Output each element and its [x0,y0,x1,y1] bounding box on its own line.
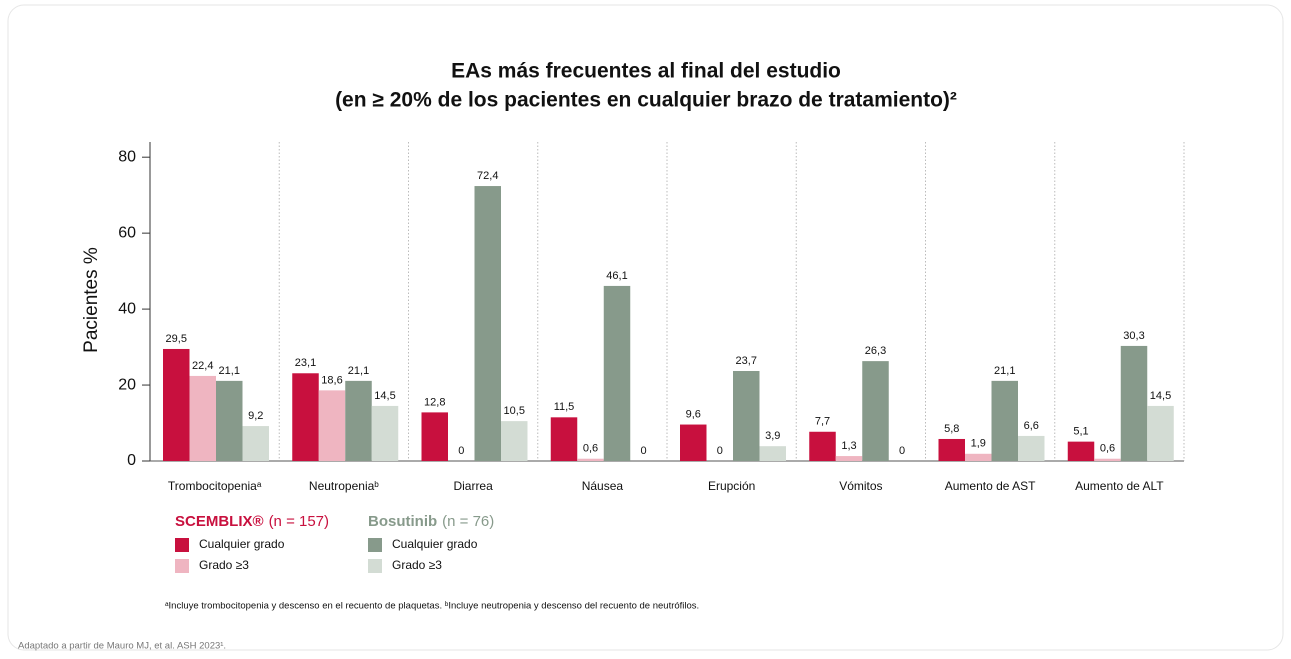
bar [991,380,1018,461]
x-tick-label: Náusea [582,479,624,493]
bar [938,438,965,461]
x-tick-label: Aumento de ALT [1075,479,1164,493]
value-label: 21,1 [219,365,240,377]
bar [501,421,528,461]
bar [1120,345,1148,461]
value-label: 1,3 [841,440,856,452]
bar [242,426,269,461]
legend-label: Cualquier grado [199,537,285,551]
legend-swatch [368,538,382,552]
value-label: 5,8 [944,423,959,435]
value-label: 23,7 [736,355,757,367]
bar [1018,435,1045,461]
value-label: 3,9 [765,430,780,442]
bar [189,375,216,461]
bar [216,380,243,461]
legend-label: Grado ≥3 [199,558,249,572]
legend-group: Bosutinib [368,513,437,530]
value-label: 5,1 [1073,426,1088,438]
value-label: 21,1 [994,365,1015,377]
y-axis-label: Pacientes % [81,247,102,353]
value-label: 10,5 [504,405,525,417]
source: Adaptado a partir de Mauro MJ, et al. AS… [18,641,226,652]
bar [163,348,190,461]
value-label: 6,6 [1024,420,1039,432]
bar [421,412,448,461]
legend-label: Grado ≥3 [392,558,442,572]
value-label: 0,6 [583,443,598,455]
bar [371,405,399,461]
value-label: 0 [717,445,723,457]
bar [733,370,760,461]
chart-subtitle: (en ≥ 20% de los pacientes en cualquier … [335,89,957,112]
value-label: 21,1 [348,365,369,377]
bar [474,186,501,462]
value-label: 7,7 [815,416,830,428]
x-tick-label: Neutropeniaᵇ [309,479,379,493]
y-tick-label: 40 [118,300,136,317]
value-label: 1,9 [971,438,986,450]
legend-swatch [175,559,189,573]
bar [292,373,319,461]
bar [809,431,836,461]
value-label: 22,4 [192,360,213,372]
value-label: 23,1 [295,357,316,369]
chart-title: EAs más frecuentes al final del estudio [451,60,841,83]
x-tick-label: Vómitos [839,479,882,493]
value-label: 14,5 [1150,390,1171,402]
legend-group: SCEMBLIX® [175,513,264,530]
bar [759,446,786,461]
value-label: 30,3 [1123,330,1144,342]
value-label: 9,2 [248,410,263,422]
value-label: 0 [640,445,646,457]
x-tick-label: Diarrea [453,479,493,493]
value-label: 12,8 [424,396,445,408]
footnote: ᵃIncluye trombocitopenia y descenso en e… [165,601,699,612]
bar [318,390,346,461]
x-tick-label: Trombocitopeniaᵃ [168,479,262,493]
bar [577,458,604,461]
y-tick-label: 0 [127,452,136,469]
value-label: 72,4 [477,170,498,182]
legend-label: Cualquier grado [392,537,478,551]
value-label: 11,5 [554,401,575,413]
legend-group-n: (n = 157) [269,513,329,530]
x-tick-label: Erupción [708,479,755,493]
legend-group-n: (n = 76) [442,513,494,530]
bar [345,380,372,461]
value-label: 46,1 [606,270,627,282]
bar [1147,405,1174,461]
bar [1094,458,1121,461]
bar [680,424,707,461]
value-label: 18,6 [321,374,342,386]
legend-swatch [368,559,382,573]
bar [550,417,578,461]
y-tick-label: 20 [118,376,136,393]
value-label: 9,6 [686,408,701,420]
value-label: 29,5 [166,333,187,345]
value-label: 14,5 [374,390,395,402]
bar [965,453,992,461]
y-tick-label: 60 [118,224,136,241]
value-label: 0 [458,445,464,457]
value-label: 26,3 [865,345,886,357]
bar [1067,441,1095,461]
legend-swatch [175,538,189,552]
value-label: 0,6 [1100,443,1115,455]
bar [862,361,889,461]
bar [835,456,863,461]
y-tick-label: 80 [118,148,136,165]
bar [603,285,631,461]
x-tick-label: Aumento de AST [945,479,1036,493]
value-label: 0 [899,445,905,457]
